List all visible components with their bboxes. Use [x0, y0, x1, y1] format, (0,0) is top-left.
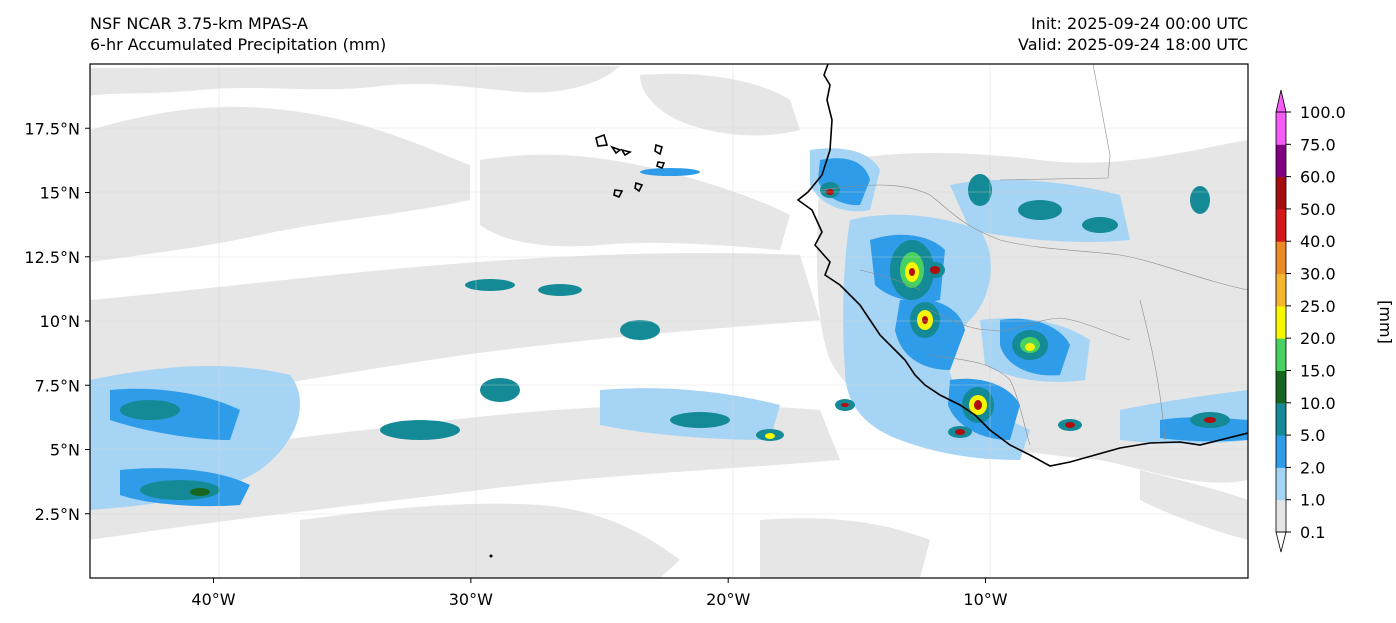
- colorbar-level-label: 25.0: [1300, 297, 1336, 316]
- country-borders: [819, 64, 1248, 446]
- init-time: Init: 2025-09-24 00:00 UTC: [1030, 14, 1248, 33]
- colorbar-swatch: [1276, 435, 1286, 468]
- storm-core: [974, 400, 982, 410]
- colorbar-swatch: [1276, 467, 1286, 501]
- precip-area: [300, 503, 680, 578]
- colorbar-level-label: 5.0: [1300, 426, 1325, 445]
- colorbar-level-label: 100.0: [1300, 103, 1346, 122]
- precip-area: [760, 518, 930, 578]
- lat-tick-label: 17.5°N: [24, 119, 80, 138]
- model-title: NSF NCAR 3.75-km MPAS-A: [90, 14, 308, 33]
- lon-tick-label: 10°W: [963, 590, 1007, 609]
- storm-core: [640, 168, 700, 176]
- coastline: [595, 64, 1248, 467]
- colorbar-level-label: 60.0: [1300, 168, 1336, 187]
- storm-core: [538, 284, 582, 296]
- colorbar-swatch: [1276, 208, 1286, 242]
- heavy-precip-layer: [120, 168, 1230, 500]
- storm-core: [380, 420, 460, 440]
- colorbar-level-label: 20.0: [1300, 329, 1336, 348]
- field-title: 6-hr Accumulated Precipitation (mm): [90, 35, 387, 54]
- colorbar-swatch: [1276, 176, 1286, 210]
- storm-core: [1082, 217, 1118, 233]
- lat-tick-label: 10°N: [40, 312, 80, 331]
- colorbar-level-label: 50.0: [1300, 200, 1336, 219]
- precip-area: [640, 73, 800, 136]
- lat-tick-label: 12.5°N: [24, 248, 80, 267]
- lon-tick-label: 40°W: [191, 590, 235, 609]
- lat-tick-label: 7.5°N: [35, 376, 80, 395]
- colorbar-level-label: 2.0: [1300, 458, 1325, 477]
- storm-core: [620, 320, 660, 340]
- storm-core: [190, 488, 210, 496]
- colorbar-swatch: [1276, 241, 1286, 275]
- colorbar-extend-min: [1275, 531, 1287, 553]
- colorbar-level-label: 75.0: [1300, 135, 1336, 154]
- colorbar-level-label: 10.0: [1300, 394, 1336, 413]
- colorbar-unit-label: [mm]: [1376, 300, 1395, 344]
- storm-core: [120, 400, 180, 420]
- colorbar-swatch: [1276, 370, 1286, 404]
- colorbar: 0.1 1.0 2.0 5.0 10.0 15.0 20.0 25.0 30.0 40.0 50.0…: [1275, 89, 1346, 553]
- storm-core: [1204, 417, 1216, 423]
- colorbar-level-label: 1.0: [1300, 491, 1325, 510]
- valid-time: Valid: 2025-09-24 18:00 UTC: [1017, 35, 1248, 54]
- colorbar-swatch: [1276, 273, 1286, 307]
- title-block: NSF NCAR 3.75-km MPAS-A 6-hr Accumulated…: [90, 13, 386, 55]
- colorbar-level-label: 0.1: [1300, 523, 1325, 542]
- storm-core: [955, 429, 965, 435]
- longitude-axis: 40°W 30°W 20°W 10°W: [191, 578, 1008, 609]
- colorbar-swatch: [1276, 338, 1286, 371]
- storm-core: [1065, 422, 1075, 428]
- lat-tick-label: 15°N: [40, 184, 80, 203]
- colorbar-extend-max: [1275, 89, 1287, 113]
- storm-core: [930, 266, 940, 274]
- gridlines: [90, 64, 1248, 578]
- storm-core: [968, 174, 992, 206]
- colorbar-level-label: 30.0: [1300, 265, 1336, 284]
- island-marker: [489, 554, 493, 558]
- storm-core: [1018, 200, 1062, 220]
- precip-area: [480, 154, 790, 250]
- lon-tick-label: 20°W: [706, 590, 750, 609]
- latitude-axis: 2.5°N 5°N 7.5°N 10°N 12.5°N 15°N 17.5°N: [24, 119, 90, 524]
- storm-core: [1190, 186, 1210, 214]
- storm-core: [841, 403, 849, 407]
- colorbar-level-label: 40.0: [1300, 232, 1336, 251]
- precip-area: [90, 66, 620, 96]
- storm-core: [1025, 343, 1035, 351]
- colorbar-swatch: [1276, 144, 1286, 178]
- colorbar-swatch: [1276, 112, 1286, 145]
- lon-tick-label: 30°W: [449, 590, 493, 609]
- storm-core: [480, 378, 520, 402]
- lat-tick-label: 5°N: [50, 441, 80, 460]
- storm-core: [670, 412, 730, 428]
- storm-core: [909, 268, 915, 276]
- precip-area: [90, 404, 840, 540]
- precip-area: [1140, 470, 1248, 540]
- colorbar-level-label: 15.0: [1300, 361, 1336, 380]
- storm-core: [465, 279, 515, 291]
- time-block: Init: 2025-09-24 00:00 UTC Valid: 2025-0…: [1018, 13, 1248, 55]
- precip-area: [90, 106, 470, 262]
- lat-tick-label: 2.5°N: [35, 505, 80, 524]
- colorbar-swatch: [1276, 499, 1286, 533]
- colorbar-swatch: [1276, 402, 1286, 436]
- colorbar-swatch: [1276, 305, 1286, 339]
- colorbar-frame: [1275, 111, 1287, 533]
- storm-core: [765, 433, 775, 439]
- storm-core: [922, 316, 928, 324]
